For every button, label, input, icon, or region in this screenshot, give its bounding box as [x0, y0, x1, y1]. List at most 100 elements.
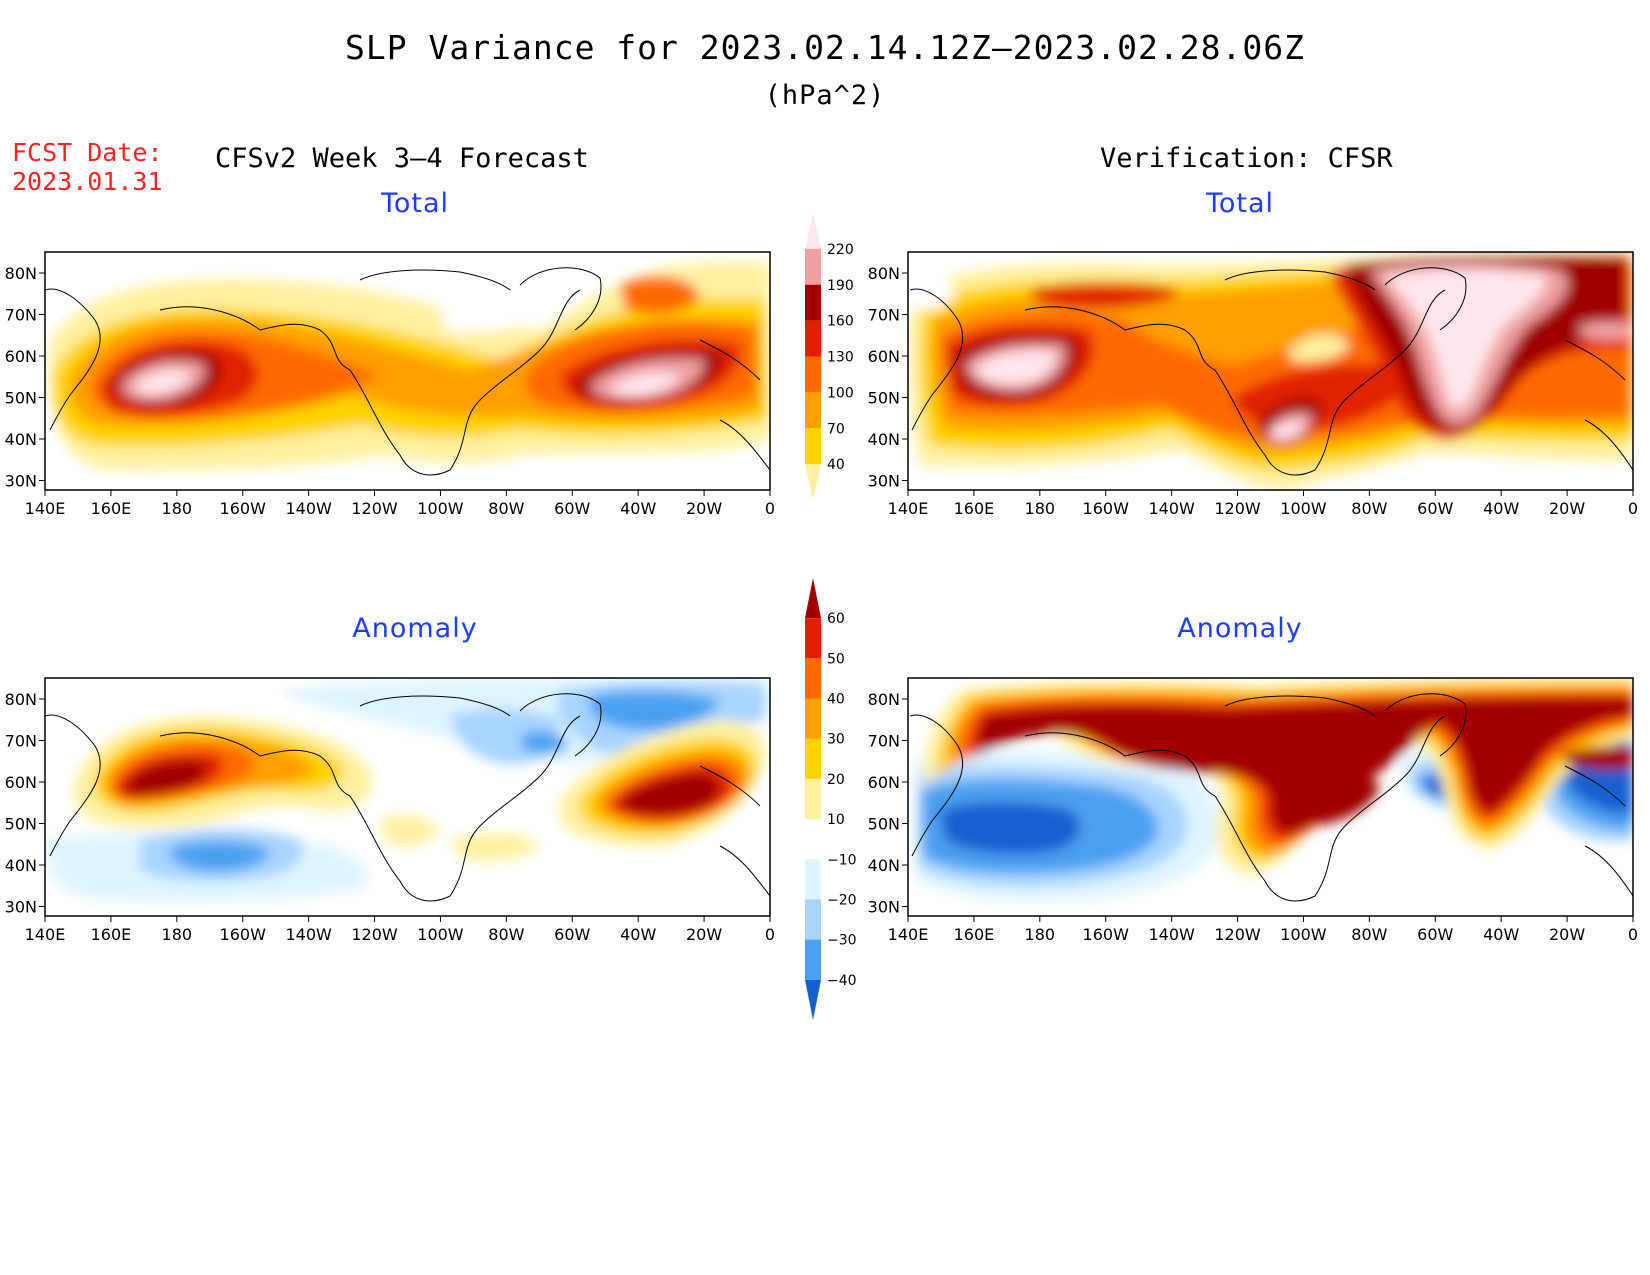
verification-total-lon-tick-label: 120W [1214, 499, 1261, 518]
verification-total-lon-tick-label: 100W [1280, 499, 1327, 518]
colorbar-swatch [805, 392, 821, 429]
verification-anomaly-lon-tick-label: 160E [954, 925, 995, 944]
forecast-total-lon-tick-label: 120W [351, 499, 398, 518]
verification-anomaly-lon-tick-label: 20W [1549, 925, 1585, 944]
forecast-total-lat-tick-label: 50N [5, 389, 37, 408]
forecast-anomaly-lon-tick-label: 160W [220, 925, 267, 944]
forecast-anomaly-lon-tick-label: 80W [488, 925, 524, 944]
colorbar-level-label: 30 [827, 732, 845, 748]
colorbar-level-label: 100 [827, 385, 854, 401]
colorbar-swatch [805, 658, 821, 699]
forecast-anomaly-lon-tick-label: 160E [91, 925, 132, 944]
forecast-total-lon-tick-label: 180 [162, 499, 193, 518]
verification-anomaly-lat-tick-label: 80N [868, 690, 900, 709]
colorbar-swatch [805, 618, 821, 659]
colorbar-level-label: 130 [827, 350, 854, 366]
verification-total-lon-tick-label: 140E [888, 499, 929, 518]
colorbar-level-label: 10 [827, 812, 845, 828]
verification-total-lon-tick-label: 140W [1148, 499, 1195, 518]
verification-anomaly-lon-tick-label: 180 [1025, 925, 1056, 944]
forecast-anomaly-lat-tick-label: 50N [5, 815, 37, 834]
forecast-total-lon-tick-label: 140E [25, 499, 66, 518]
verification-anomaly-lon-tick-label: 60W [1417, 925, 1453, 944]
forecast-anomaly-lon-tick-label: 140W [285, 925, 332, 944]
colorbar-swatch [805, 248, 821, 285]
axes-layer: 140E 160E 180 160W 140W 120W 100W 80W 60W 40W 20W 0… [5, 264, 1638, 944]
colorbar-level-label: 220 [827, 242, 854, 258]
forecast-total-lon-tick-label: 80W [488, 499, 524, 518]
verification-total-frame [907, 251, 1634, 491]
colorbar-swatch [805, 778, 821, 820]
colorbar-swatch [805, 428, 821, 465]
forecast-anomaly-lon-tick-label: 140E [25, 925, 66, 944]
forecast-total-lat-tick-label: 80N [5, 264, 37, 283]
forecast-anomaly-map [45, 678, 770, 916]
colorbar-level-label: 50 [827, 651, 845, 667]
forecast-total-lat-tick-label: 60N [5, 347, 37, 366]
verification-anomaly-lon-tick-label: 100W [1280, 925, 1327, 944]
colorbar-level-label: 40 [827, 692, 845, 708]
verification-total-lon-tick-label: 40W [1483, 499, 1519, 518]
verification-anomaly-lon-tick-label: 160W [1083, 925, 1130, 944]
colorbar-swatch [805, 819, 821, 860]
colorbar-swatch [805, 899, 821, 940]
verification-total-lon-tick-label: 60W [1417, 499, 1453, 518]
colorbar-level-label: 70 [827, 421, 845, 437]
colorbar-level-label: −20 [827, 892, 857, 908]
forecast-anomaly-lon-tick-label: 60W [554, 925, 590, 944]
verification-anomaly-lat-tick-label: 30N [868, 898, 900, 917]
colorbar-level-label: 40 [827, 457, 845, 473]
verification-anomaly-subtitle: Anomaly [1177, 613, 1303, 644]
verification-anomaly-lon-tick-label: 120W [1214, 925, 1261, 944]
forecast-anomaly-lat-tick-label: 60N [5, 773, 37, 792]
verification-anomaly-lon-tick-label: 40W [1483, 925, 1519, 944]
forecast-total-subtitle: Total [380, 188, 450, 219]
verification-anomaly-lat-tick-label: 40N [868, 856, 900, 875]
forecast-total-lon-tick-label: 160E [91, 499, 132, 518]
forecast-total-lon-tick-label: 60W [554, 499, 590, 518]
forecast-anomaly-lat-tick-label: 40N [5, 856, 37, 875]
colorbar-swatch [805, 859, 821, 900]
colorbar-swatch [805, 213, 821, 249]
verification-anomaly-lon-tick-label: 140E [888, 925, 929, 944]
verification-anomaly-lat-tick-label: 70N [868, 732, 900, 751]
forecast-anomaly-lat-tick-label: 30N [5, 898, 37, 917]
forecast-total-lat-tick-label: 70N [5, 306, 37, 325]
forecast-total-lon-tick-label: 140W [285, 499, 332, 518]
verification-total-lat-tick-label: 60N [868, 347, 900, 366]
forecast-total-lon-tick-label: 0 [765, 499, 775, 518]
total-colorbar: 220 190 160 130 100 70 40 [805, 213, 854, 500]
colorbar-swatch [805, 464, 821, 500]
colorbar-level-label: −10 [827, 852, 857, 868]
forecast-column-heading: CFSv2 Week 3–4 Forecast [215, 143, 589, 174]
forecast-total-lon-tick-label: 160W [220, 499, 267, 518]
verification-anomaly-map [908, 678, 1633, 916]
forecast-total-lon-tick-label: 100W [417, 499, 464, 518]
forecast-total-lon-tick-label: 40W [620, 499, 656, 518]
colorbar-level-label: 20 [827, 772, 845, 788]
colorbar-swatch [805, 284, 821, 321]
forecast-anomaly-subtitle: Anomaly [352, 613, 478, 644]
verification-total-lon-tick-label: 180 [1025, 499, 1056, 518]
colorbar-swatch [805, 698, 821, 739]
forecast-date-value: 2023.01.31 [12, 167, 163, 196]
forecast-total-frame [44, 251, 771, 491]
colorbar-swatch [805, 578, 821, 619]
forecast-total-lat-tick-label: 30N [5, 472, 37, 491]
colorbar-swatch [805, 939, 821, 980]
colorbar-level-label: 160 [827, 314, 854, 330]
colorbar-swatch [805, 320, 821, 357]
verification-total-lon-tick-label: 20W [1549, 499, 1585, 518]
forecast-anomaly-lon-tick-label: 100W [417, 925, 464, 944]
forecast-anomaly-frame [44, 677, 771, 917]
verification-anomaly-lon-tick-label: 0 [1628, 925, 1638, 944]
forecast-date-label: FCST Date: [12, 138, 163, 167]
verification-total-lat-tick-label: 80N [868, 264, 900, 283]
verification-total-lat-tick-label: 70N [868, 306, 900, 325]
verification-anomaly-lon-tick-label: 80W [1351, 925, 1387, 944]
forecast-anomaly-lat-tick-label: 70N [5, 732, 37, 751]
verification-total-lat-tick-label: 40N [868, 430, 900, 449]
forecast-total-lon-tick-label: 20W [686, 499, 722, 518]
verification-total-lon-tick-label: 160E [954, 499, 995, 518]
